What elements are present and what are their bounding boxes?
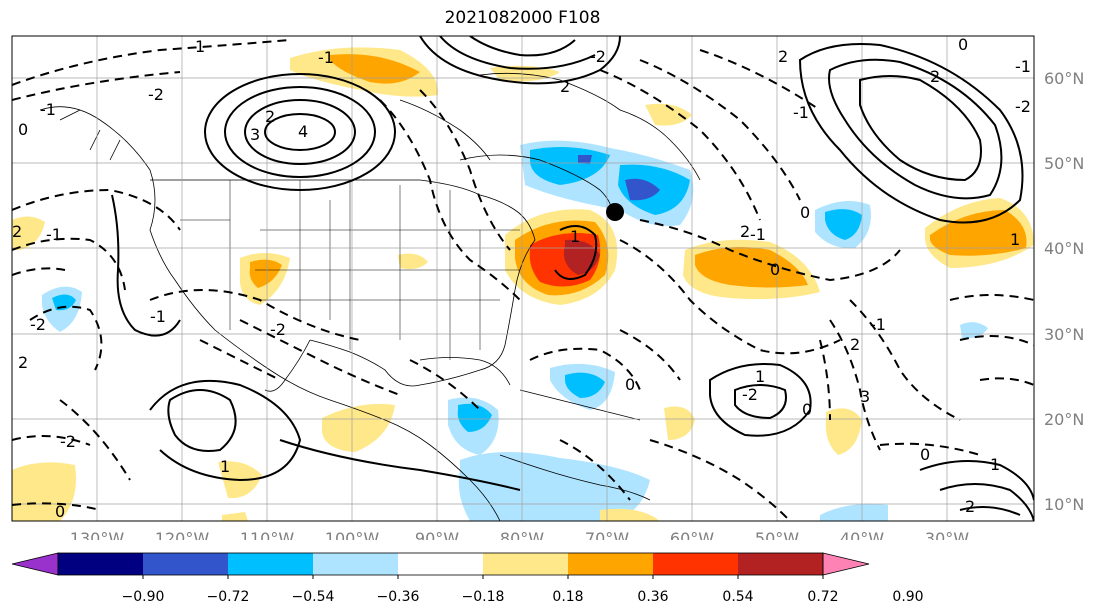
colorbar-segment	[143, 553, 228, 575]
colorbar-tick: 0.36	[637, 589, 668, 605]
contour-label: 2	[930, 67, 940, 86]
colorbar-tick: 0.18	[552, 589, 583, 605]
colorbar-segment	[58, 553, 143, 575]
longitude-labels: 130°W 120°W 110°W 100°W 90°W 80°W 70°W 6…	[70, 529, 969, 540]
lon-label: 60°W	[670, 529, 714, 540]
state-borders	[180, 180, 520, 360]
colorbar-segment	[568, 553, 653, 575]
contour-label: -1	[750, 225, 766, 244]
contour-label: 0	[920, 445, 930, 464]
contour-label: 0	[800, 203, 810, 222]
contour-label: -1	[870, 315, 886, 334]
lon-label: 90°W	[415, 529, 459, 540]
lat-label: 40°N	[1044, 239, 1084, 258]
contour-label: -2	[30, 315, 46, 334]
colorbar-tick: 0.72	[807, 589, 838, 605]
lon-label: 120°W	[155, 529, 210, 540]
contour-label: 1	[195, 37, 205, 56]
lon-label: 40°W	[840, 529, 884, 540]
colorbar-segment	[228, 553, 313, 575]
contour-label: 0	[18, 120, 28, 139]
contour-label: 1	[1010, 230, 1020, 249]
lat-label: 30°N	[1044, 325, 1084, 344]
positive-contours	[111, 36, 1034, 521]
lon-label: 50°W	[755, 529, 799, 540]
contour-label: 0	[770, 260, 780, 279]
colorbar-tick: −0.54	[292, 589, 335, 605]
negative-contours	[12, 39, 1034, 521]
contour-label: 2	[12, 222, 22, 241]
colorbar-extend-low	[11, 552, 59, 576]
contour-label: 1	[755, 367, 765, 386]
colorbar-tick: −0.18	[462, 589, 505, 605]
contour-label: 2	[965, 497, 975, 516]
weather-map: -1 2 3 4 1 -2 -1 0 2 -2 2 -1 0 -1 -2 2 0…	[11, 35, 1084, 540]
contour-label: 1	[220, 457, 230, 476]
contour-label: 3	[250, 125, 260, 144]
lon-label: 130°W	[70, 529, 125, 540]
contour-label: -1	[1015, 57, 1031, 76]
colorbar-tick: −0.90	[122, 589, 165, 605]
contour-label: 0	[55, 502, 65, 521]
lat-label: 60°N	[1044, 69, 1084, 88]
contour-label: 2	[778, 47, 788, 66]
lon-label: 70°W	[585, 529, 629, 540]
contour-label: 2	[265, 107, 275, 126]
colorbar-segment	[398, 553, 483, 575]
contour-label: 0	[958, 35, 968, 54]
contour-label: 0	[802, 400, 812, 419]
contour-label: -2	[1015, 97, 1031, 116]
contour-label: -2	[590, 47, 606, 66]
gridlines	[12, 36, 1034, 521]
lon-label: 80°W	[500, 529, 544, 540]
map-title: 2021082000 F108	[444, 8, 601, 28]
contour-label: 3	[860, 387, 870, 406]
lon-label: 100°W	[325, 529, 380, 540]
contour-label: -1	[46, 225, 62, 244]
contour-label: 2	[850, 335, 860, 354]
contour-label: 2	[740, 222, 750, 241]
contour-label: -2	[270, 320, 286, 339]
colorbar-segment	[738, 553, 823, 575]
lon-label: 110°W	[240, 529, 295, 540]
contour-label: -2	[148, 85, 164, 104]
contour-label: -1	[318, 48, 334, 67]
contour-label: -1	[150, 307, 166, 326]
contour-label: -1	[793, 103, 809, 122]
contour-label: 1	[570, 227, 580, 246]
latitude-labels: 60°N 50°N 40°N 30°N 20°N 10°N	[1044, 69, 1084, 514]
lat-label: 50°N	[1044, 154, 1084, 173]
colorbar-segment	[483, 553, 568, 575]
colorbar-frame	[57, 552, 824, 576]
colorbar-extend-high	[822, 552, 870, 576]
coastlines	[39, 72, 701, 521]
contour-label: 4	[298, 122, 308, 141]
colorbar-segment	[653, 553, 738, 575]
colorbar-tick: −0.72	[207, 589, 250, 605]
location-marker	[606, 203, 624, 221]
contour-labels: -1 2 3 4 1 -2 -1 0 2 -2 2 -1 0 -1 -2 2 0…	[12, 35, 1031, 521]
contour-label: 2	[18, 353, 28, 372]
contour-label: 1	[990, 455, 1000, 474]
contour-label: -2	[742, 385, 758, 404]
contour-label: 0	[625, 375, 635, 394]
colorbar-tick: 0.54	[722, 589, 753, 605]
colorbar-segment	[313, 553, 398, 575]
contour-label: -2	[60, 432, 76, 451]
colorbar-tick: −0.36	[377, 589, 420, 605]
contour-label: 2	[560, 77, 570, 96]
lat-label: 10°N	[1044, 495, 1084, 514]
lat-label: 20°N	[1044, 410, 1084, 429]
contour-label: -1	[40, 100, 56, 119]
lon-label: 30°W	[925, 529, 969, 540]
colorbar-tick: 0.90	[892, 589, 923, 605]
